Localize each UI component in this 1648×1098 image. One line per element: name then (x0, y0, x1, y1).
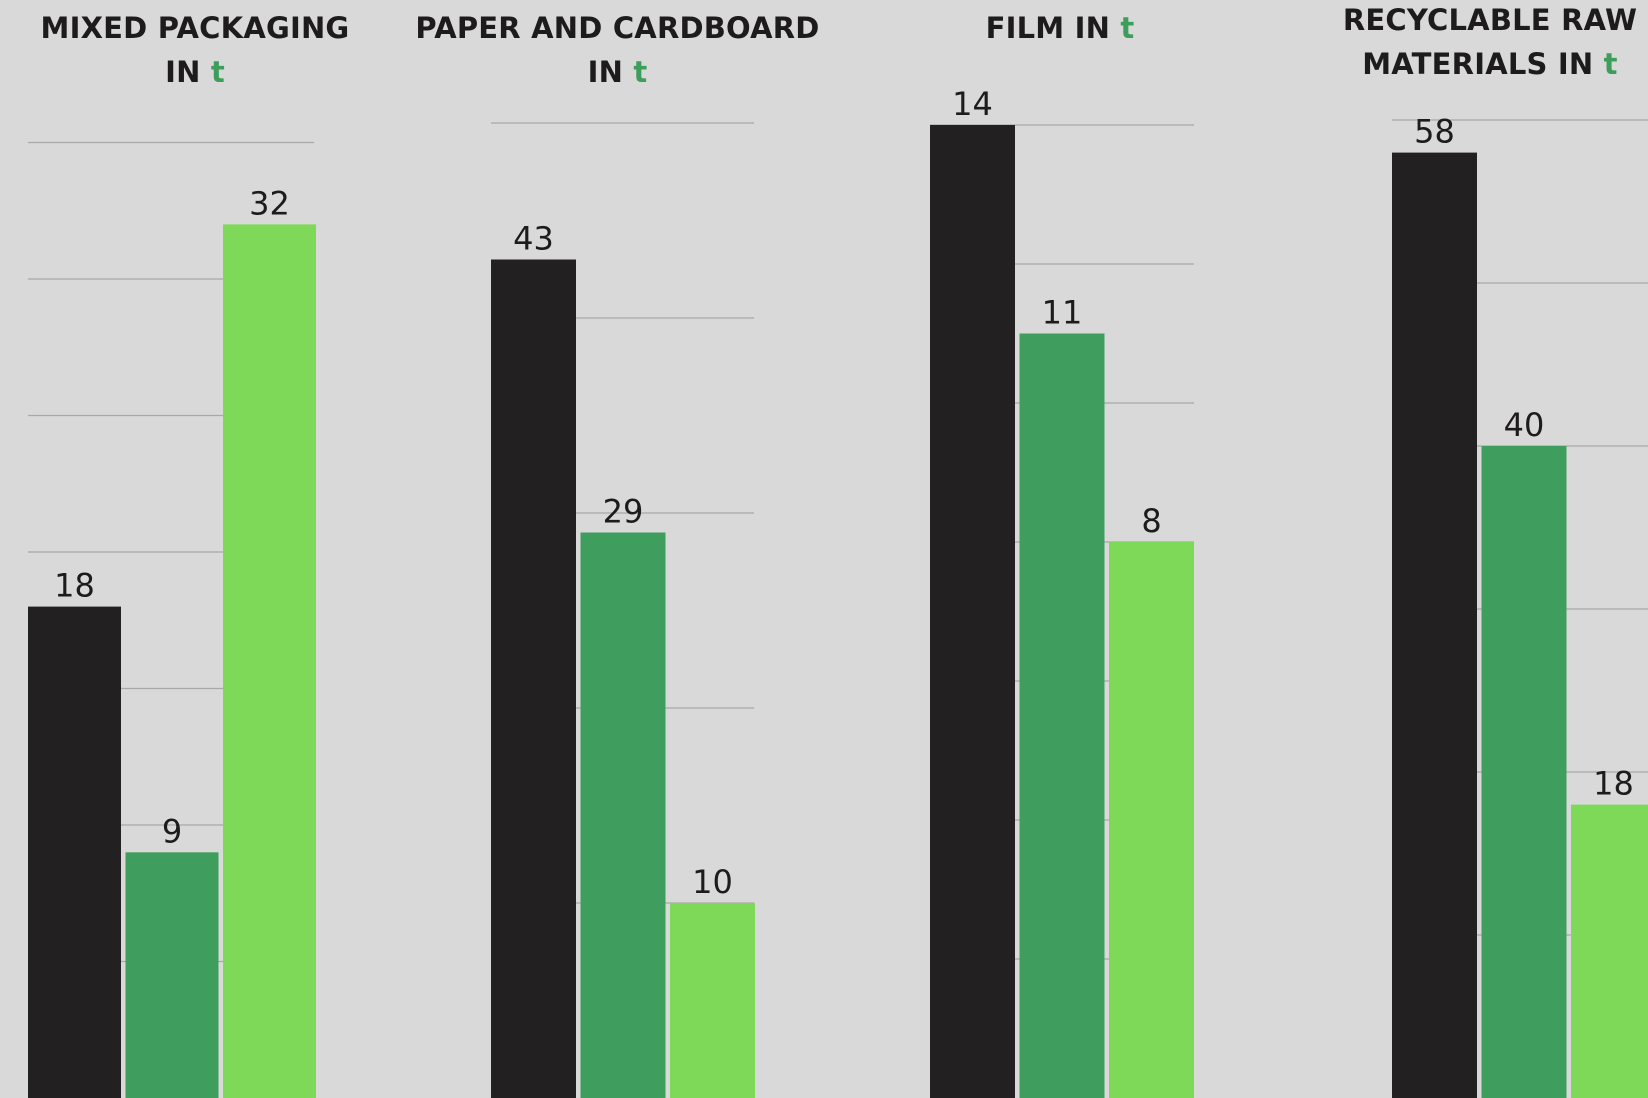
chart-4-title-prefix: MATERIALS IN (1362, 47, 1604, 81)
chart-2-data-label-1: 43 (513, 220, 554, 258)
chart-2-title-unit: t (633, 55, 648, 89)
chart-4-title-unit: t (1603, 47, 1618, 81)
chart-4-data-label-1: 58 (1414, 113, 1455, 151)
chart-3-bar-2 (1019, 333, 1105, 1098)
chart-3-data-label-3: 8 (1141, 502, 1161, 540)
chart-1-bar-2 (125, 852, 219, 1098)
chart-3-title-line1: FILM IN t (900, 6, 1220, 50)
chart-1-bar-3 (223, 224, 316, 1098)
chart-3-title: FILM IN t (900, 6, 1220, 50)
chart-1-title-line2: IN t (10, 50, 380, 94)
chart-2-bar-3 (670, 903, 755, 1098)
chart-3-data-label-1: 14 (952, 85, 993, 123)
chart-2-data-label-3: 10 (692, 863, 733, 901)
chart-1-title-prefix: IN (165, 55, 211, 89)
chart-3: 14 11 8 (930, 85, 1194, 1098)
chart-2-data-label-2: 29 (603, 493, 644, 531)
chart-4: 58 40 18 (1392, 113, 1648, 1098)
chart-3-title-unit: t (1120, 11, 1135, 45)
chart-4-title: RECYCLABLE RAW MATERIALS IN t (1300, 0, 1648, 86)
chart-2-title: PAPER AND CARDBOARD IN t (390, 6, 845, 94)
chart-2-title-line1: PAPER AND CARDBOARD (415, 11, 820, 45)
chart-3-data-label-2: 11 (1042, 294, 1083, 332)
chart-3-bar-1 (930, 125, 1015, 1098)
chart-1-title: MIXED PACKAGING IN t (10, 6, 380, 94)
chart-2-title-prefix: IN (587, 55, 634, 89)
chart-2-title-line2: IN t (390, 50, 845, 94)
chart-2: 43 29 10 (491, 122, 755, 1098)
chart-1-title-line1: MIXED PACKAGING (40, 11, 350, 45)
chart-4-bar-1 (1392, 152, 1477, 1098)
chart-1: 18 9 32 (28, 141, 316, 1098)
chart-2-bar-1 (491, 259, 576, 1098)
chart-4-title-line2: MATERIALS IN t (1300, 42, 1648, 86)
chart-2-bar-2 (580, 532, 666, 1098)
chart-4-bar-2 (1481, 446, 1567, 1098)
chart-1-bar-1 (28, 606, 121, 1098)
chart-1-title-unit: t (210, 55, 225, 89)
chart-3-title-prefix: FILM IN (985, 11, 1121, 45)
chart-4-data-label-2: 40 (1504, 406, 1545, 444)
chart-1-data-label-3: 32 (249, 184, 290, 222)
chart-4-bar-3 (1571, 804, 1648, 1098)
chart-4-title-line1: RECYCLABLE RAW (1342, 3, 1638, 37)
chart-1-data-label-2: 9 (162, 812, 182, 850)
chart-4-data-label-3: 18 (1593, 765, 1634, 803)
chart-3-bar-3 (1109, 542, 1194, 1098)
chart-1-data-label-1: 18 (54, 567, 95, 605)
